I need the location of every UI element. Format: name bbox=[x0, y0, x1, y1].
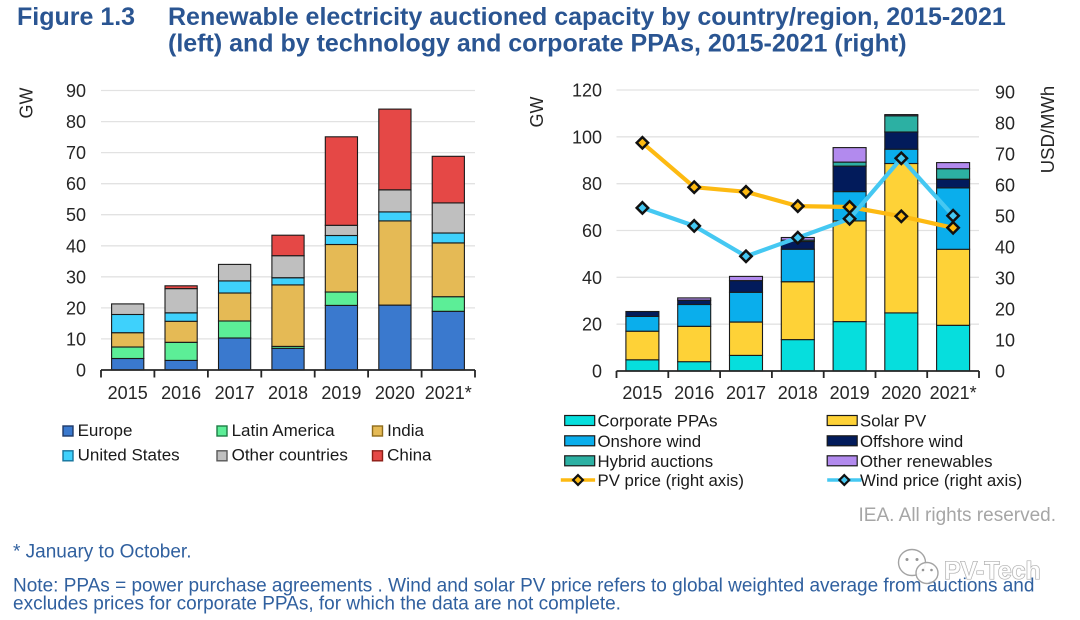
svg-text:GW: GW bbox=[527, 96, 547, 127]
svg-text:2019: 2019 bbox=[321, 383, 361, 403]
svg-text:2015: 2015 bbox=[622, 383, 662, 403]
svg-text:Note: PPAs = power purchase ag: Note: PPAs = power purchase agreements .… bbox=[13, 576, 1034, 597]
svg-text:50: 50 bbox=[66, 205, 86, 225]
svg-text:80: 80 bbox=[582, 174, 602, 194]
svg-text:Europe: Europe bbox=[78, 421, 133, 440]
svg-text:10: 10 bbox=[995, 331, 1015, 351]
svg-text:50: 50 bbox=[995, 207, 1015, 227]
svg-text:Other countries: Other countries bbox=[232, 446, 348, 465]
svg-text:* January to October.: * January to October. bbox=[13, 542, 192, 563]
svg-text:2021*: 2021* bbox=[930, 383, 977, 403]
svg-text:Corporate PPAs: Corporate PPAs bbox=[598, 412, 718, 431]
svg-text:0: 0 bbox=[76, 361, 86, 381]
svg-text:PV-Tech: PV-Tech bbox=[944, 557, 1041, 585]
svg-text:30: 30 bbox=[995, 269, 1015, 289]
svg-text:0: 0 bbox=[995, 362, 1005, 382]
svg-text:0: 0 bbox=[592, 362, 602, 382]
svg-text:2015: 2015 bbox=[108, 383, 148, 403]
svg-text:China: China bbox=[387, 446, 432, 465]
svg-text:2020: 2020 bbox=[375, 383, 415, 403]
svg-text:Other renewables: Other renewables bbox=[860, 452, 992, 471]
svg-text:90: 90 bbox=[66, 81, 86, 101]
svg-text:excludes prices for corporate: excludes prices for corporate PPAs, for … bbox=[13, 594, 621, 615]
svg-text:70: 70 bbox=[995, 145, 1015, 165]
svg-text:IEA. All rights reserved.: IEA. All rights reserved. bbox=[859, 505, 1056, 526]
svg-text:Renewable electricity auctione: Renewable electricity auctioned capacity… bbox=[168, 3, 1006, 31]
svg-text:10: 10 bbox=[66, 329, 86, 349]
svg-text:GW: GW bbox=[17, 87, 37, 118]
svg-text:20: 20 bbox=[582, 315, 602, 335]
svg-text:2016: 2016 bbox=[674, 383, 714, 403]
svg-text:Latin America: Latin America bbox=[232, 421, 336, 440]
svg-text:20: 20 bbox=[995, 300, 1015, 320]
svg-text:120: 120 bbox=[572, 81, 602, 101]
svg-text:20: 20 bbox=[66, 298, 86, 318]
svg-text:Figure 1.3: Figure 1.3 bbox=[17, 3, 135, 31]
svg-text:2019: 2019 bbox=[830, 383, 870, 403]
svg-text:40: 40 bbox=[582, 268, 602, 288]
svg-text:India: India bbox=[387, 421, 424, 440]
svg-text:40: 40 bbox=[66, 236, 86, 256]
svg-text:2018: 2018 bbox=[778, 383, 818, 403]
svg-text:80: 80 bbox=[995, 114, 1015, 134]
svg-text:80: 80 bbox=[66, 112, 86, 132]
svg-text:Solar PV: Solar PV bbox=[860, 412, 927, 431]
svg-text:Hybrid auctions: Hybrid auctions bbox=[598, 452, 714, 471]
svg-text:2016: 2016 bbox=[161, 383, 201, 403]
svg-text:60: 60 bbox=[66, 174, 86, 194]
svg-text:United States: United States bbox=[78, 446, 180, 465]
svg-text:2018: 2018 bbox=[268, 383, 308, 403]
svg-text:2021*: 2021* bbox=[425, 383, 472, 403]
svg-text:USD/MWh: USD/MWh bbox=[1037, 86, 1058, 173]
svg-text:70: 70 bbox=[66, 143, 86, 163]
svg-text:40: 40 bbox=[995, 238, 1015, 258]
svg-text:Wind price (right axis): Wind price (right axis) bbox=[860, 471, 1022, 490]
svg-text:(left) and by technology and c: (left) and by technology and corporate P… bbox=[168, 29, 907, 57]
svg-text:100: 100 bbox=[572, 127, 602, 147]
svg-text:90: 90 bbox=[995, 83, 1015, 103]
svg-text:Offshore wind: Offshore wind bbox=[860, 432, 963, 451]
svg-text:30: 30 bbox=[66, 267, 86, 287]
svg-text:2017: 2017 bbox=[215, 383, 255, 403]
svg-text:60: 60 bbox=[582, 221, 602, 241]
svg-text:2020: 2020 bbox=[881, 383, 921, 403]
svg-text:2017: 2017 bbox=[726, 383, 766, 403]
svg-text:Onshore wind: Onshore wind bbox=[598, 432, 702, 451]
svg-text:PV price (right axis): PV price (right axis) bbox=[598, 471, 744, 490]
svg-text:60: 60 bbox=[995, 176, 1015, 196]
